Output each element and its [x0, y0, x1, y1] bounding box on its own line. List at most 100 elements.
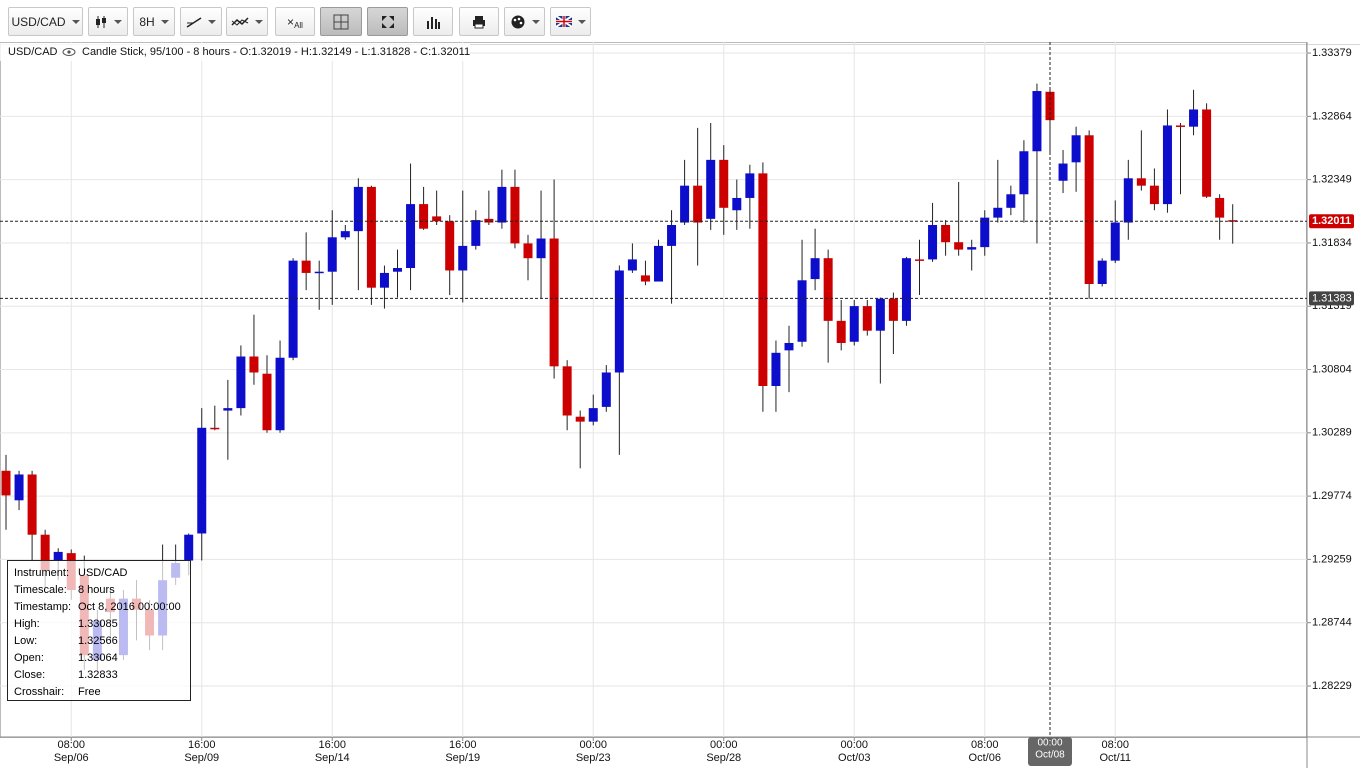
- info-key: Timescale:: [14, 583, 67, 596]
- x-tick-label: Sep/19: [445, 752, 480, 764]
- grid: 1.333791.328641.323491.318341.313191.308…: [0, 42, 1352, 764]
- y-tick-label: 1.31834: [1312, 237, 1352, 249]
- info-key: Timestamp:: [14, 600, 72, 613]
- timeframe-button[interactable]: 8H: [133, 7, 175, 36]
- caret: [160, 19, 169, 24]
- clear-label: All: [294, 21, 303, 30]
- print-icon: [473, 15, 485, 28]
- info-value: USD/CAD: [78, 566, 128, 579]
- x-tick-label: 08:00: [971, 739, 999, 751]
- candle-body: [888, 298, 898, 321]
- candle-body: [823, 258, 833, 321]
- info-row: Instrument: USD/CAD: [8, 564, 190, 581]
- y-tick-label: 1.30289: [1312, 427, 1352, 439]
- symbol-button[interactable]: USD/CAD: [8, 7, 83, 36]
- volume-button[interactable]: [413, 7, 453, 36]
- candle-body: [667, 224, 677, 246]
- crosshair-time-label: 00:00: [1037, 738, 1062, 749]
- candle-body: [471, 220, 481, 246]
- candle-body: [40, 534, 50, 571]
- candle-body: [366, 186, 376, 288]
- drawing-button[interactable]: [180, 7, 222, 36]
- chart-type-button[interactable]: [88, 7, 128, 36]
- info-value: 1.32566: [78, 634, 118, 647]
- candle-body: [353, 186, 363, 232]
- line-icon: [186, 16, 202, 28]
- candle-body: [1032, 91, 1042, 152]
- print-button[interactable]: [459, 7, 499, 36]
- caret: [114, 19, 122, 24]
- candle-body: [523, 243, 533, 259]
- grid-icon: [333, 14, 349, 29]
- y-tick-label: 1.32349: [1312, 174, 1352, 186]
- candle-body: [575, 416, 585, 422]
- candle-body: [654, 245, 663, 282]
- candle-body: [993, 207, 1003, 218]
- info-row: Low: 1.32566: [8, 632, 190, 649]
- candle-body: [797, 280, 807, 342]
- candle-body: [941, 224, 951, 243]
- x-tick-label: 00:00: [579, 739, 607, 751]
- x-tick-label: Sep/28: [706, 752, 741, 764]
- candle-body: [849, 306, 859, 342]
- candle-body: [862, 306, 872, 331]
- plot-frame: [0, 42, 1307, 738]
- palette-icon: [511, 15, 524, 28]
- candle-body: [301, 260, 311, 273]
- grid-button[interactable]: [320, 7, 362, 36]
- clear-x: ×: [287, 14, 295, 29]
- x-tick-label: Sep/14: [315, 752, 350, 764]
- info-row: Crosshair: Free: [8, 683, 190, 700]
- info-value: Oct 8, 2016 00:00:00: [78, 600, 181, 613]
- x-tick-label: 08:00: [57, 739, 85, 751]
- candle-body: [262, 373, 272, 431]
- y-tick-label: 1.30804: [1312, 363, 1352, 375]
- caret: [208, 19, 216, 24]
- candle-body: [836, 320, 846, 343]
- indicator-button[interactable]: [226, 7, 268, 36]
- candle-body: [810, 258, 820, 280]
- candle-body: [1162, 125, 1172, 205]
- candle-body: [1123, 178, 1133, 223]
- candle-body: [1006, 194, 1016, 208]
- x-tick-label: Sep/09: [184, 752, 219, 764]
- info-key: Open:: [14, 651, 44, 664]
- language-button[interactable]: [550, 7, 591, 36]
- candle-body: [27, 474, 37, 535]
- candle-body: [1176, 125, 1185, 127]
- info-row: Close: 1.32833: [8, 666, 190, 683]
- info-key: Close:: [14, 668, 46, 681]
- clear-button[interactable]: × All: [275, 7, 315, 36]
- candle-body: [719, 159, 729, 208]
- candle-body: [458, 245, 468, 271]
- candle-body: [327, 237, 337, 272]
- visibility-icon[interactable]: [62, 48, 76, 56]
- x-tick-label: Oct/03: [838, 752, 870, 764]
- fullscreen-button[interactable]: [367, 7, 408, 36]
- y-tick-label: 1.29774: [1312, 490, 1352, 502]
- x-tick-label: 08:00: [1101, 739, 1129, 751]
- info-key: Instrument:: [14, 566, 70, 579]
- candle-body: [536, 238, 546, 259]
- candle-icon: [96, 15, 106, 28]
- candle-body: [1058, 163, 1068, 181]
- candle-body: [640, 275, 650, 282]
- candle-body: [732, 197, 742, 211]
- x-tick-label: 00:00: [710, 739, 738, 751]
- color-button[interactable]: [504, 7, 545, 36]
- candle-body: [771, 352, 781, 386]
- y-tick-label: 1.32864: [1312, 110, 1352, 122]
- x-tick-label: Sep/23: [576, 752, 611, 764]
- candle-body: [393, 268, 402, 272]
- candle-body: [1045, 91, 1055, 121]
- candle-body: [680, 185, 690, 223]
- last-price-label: 1.32011: [1312, 215, 1351, 227]
- candle-body: [275, 357, 285, 431]
- candle-body: [693, 185, 703, 223]
- last-price-box: [1309, 214, 1354, 229]
- caret: [531, 19, 540, 24]
- candle-body: [184, 534, 194, 561]
- candle-body: [406, 204, 416, 269]
